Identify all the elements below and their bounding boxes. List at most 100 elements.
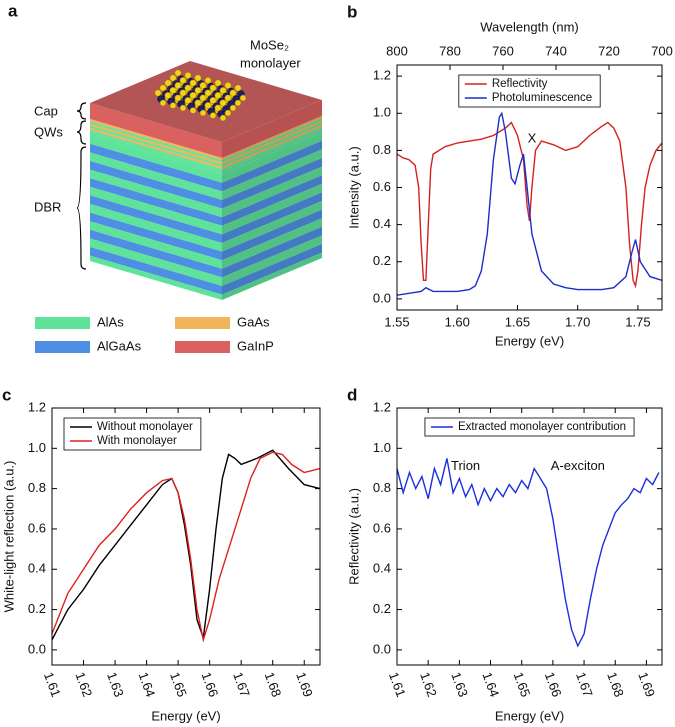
x-tick-label: 1.65: [511, 670, 534, 699]
layer-left: [90, 238, 222, 286]
x-tick-label: 1.62: [72, 670, 95, 699]
legend-label: GaInP: [237, 338, 274, 353]
x-tick-label: 1.63: [448, 670, 471, 699]
y-tick-label: 0.2: [373, 601, 391, 616]
layer-right: [222, 166, 322, 218]
layer-right: [222, 226, 322, 278]
x-tick-label: 1.69: [293, 670, 316, 699]
panel-label: b: [347, 2, 357, 21]
atom-se: [199, 109, 207, 117]
layer-right: [222, 127, 322, 172]
layer-left: [90, 119, 222, 161]
layer-left: [90, 221, 222, 269]
layer-left: [90, 103, 222, 158]
legend: Reflectivity Photoluminescence: [458, 74, 601, 108]
layer-right: [222, 158, 322, 209]
atom-se: [219, 87, 227, 94]
atom-se: [209, 84, 217, 92]
atom-se: [214, 104, 222, 112]
x-tick-label: 1.64: [136, 670, 159, 699]
layer-left: [90, 178, 222, 226]
layer-right: [222, 129, 322, 175]
atom-se: [189, 92, 197, 99]
atom-se: [199, 82, 207, 89]
panel-label: c: [2, 385, 11, 404]
layer-right: [222, 175, 322, 226]
panel-a: a MoSe₂ monolayer Cap QWs DBR AlAs GaAs Al…: [8, 1, 322, 353]
atom-se: [154, 89, 162, 97]
legend-frame: [63, 417, 202, 451]
x-axis-label: Energy (eV): [495, 333, 564, 348]
layer-left: [90, 152, 222, 200]
x-tick-label: 1.75: [625, 314, 650, 329]
x-tick-label: 1.68: [604, 670, 627, 699]
plot-frame: [396, 407, 663, 666]
atom-se: [234, 99, 242, 107]
layer-right: [222, 132, 322, 183]
atom-se: [214, 92, 222, 99]
annotation: Trion: [451, 458, 480, 473]
layer-right: [222, 120, 322, 165]
layer-right: [222, 118, 322, 163]
y-tick-label: 1.2: [373, 399, 391, 414]
y-tick-label: 0.4: [28, 561, 46, 576]
x-tick-label: 1.61: [41, 670, 64, 699]
legend: Without monolayer With monolayer: [63, 417, 202, 451]
x2-tick-label: 760: [492, 43, 514, 58]
atom-se: [164, 79, 172, 87]
atom-se: [209, 97, 217, 104]
y-tick-label: 0.6: [28, 520, 46, 535]
brace: [76, 146, 87, 270]
y-tick-label: 0.8: [373, 142, 391, 157]
layer-label: DBR: [34, 199, 61, 214]
layer-left: [90, 143, 222, 192]
x-tick-label: 1.60: [445, 314, 470, 329]
layer-left: [90, 212, 222, 261]
y-tick-label: 0.8: [373, 480, 391, 495]
series-line: [52, 451, 320, 643]
x2-tick-label: 780: [439, 43, 461, 58]
layer-left: [90, 132, 222, 175]
atom-se: [194, 74, 202, 82]
atom-se: [169, 102, 177, 109]
legend-frame: [424, 417, 635, 437]
x-tick-label: 1.69: [635, 670, 658, 699]
material-label: MoSe₂: [250, 37, 289, 52]
series-line: [397, 111, 662, 296]
atom-se: [219, 99, 227, 107]
layer-right: [222, 116, 322, 161]
y-tick-label: 1.2: [373, 68, 391, 83]
atom-se: [174, 69, 182, 77]
material-sublabel: monolayer: [240, 55, 301, 70]
legend-label: GaAs: [237, 314, 270, 329]
atom-se: [179, 77, 187, 84]
layer-right: [222, 100, 322, 158]
atom-se: [224, 94, 232, 102]
atom-se: [189, 79, 197, 87]
x-tick-label: 1.65: [167, 670, 190, 699]
layer-right: [222, 149, 322, 200]
layer-right: [222, 218, 322, 269]
y-tick-label: 0.6: [373, 179, 391, 194]
layer-left: [90, 186, 222, 235]
y-tick-label: 0.2: [28, 601, 46, 616]
x-axis-label: Energy (eV): [495, 708, 564, 723]
y-tick-label: 0.0: [373, 290, 391, 305]
layer-left: [90, 125, 222, 167]
layer-right: [222, 209, 322, 261]
x2-tick-label: 740: [545, 43, 567, 58]
atom-se: [174, 94, 182, 102]
atom-se: [184, 97, 192, 104]
legend-swatch: [35, 317, 90, 329]
x-tick-label: 1.55: [384, 314, 409, 329]
legend-label: AlGaAs: [97, 338, 142, 353]
layer-left: [90, 169, 222, 218]
x-tick-label: 1.65: [505, 314, 530, 329]
legend-swatch: [175, 341, 230, 353]
legend-label: AlAs: [97, 314, 124, 329]
layer-right: [222, 235, 322, 286]
atom-se: [184, 72, 192, 79]
atom-se: [204, 102, 212, 109]
x-tick-label: 1.64: [479, 670, 502, 699]
